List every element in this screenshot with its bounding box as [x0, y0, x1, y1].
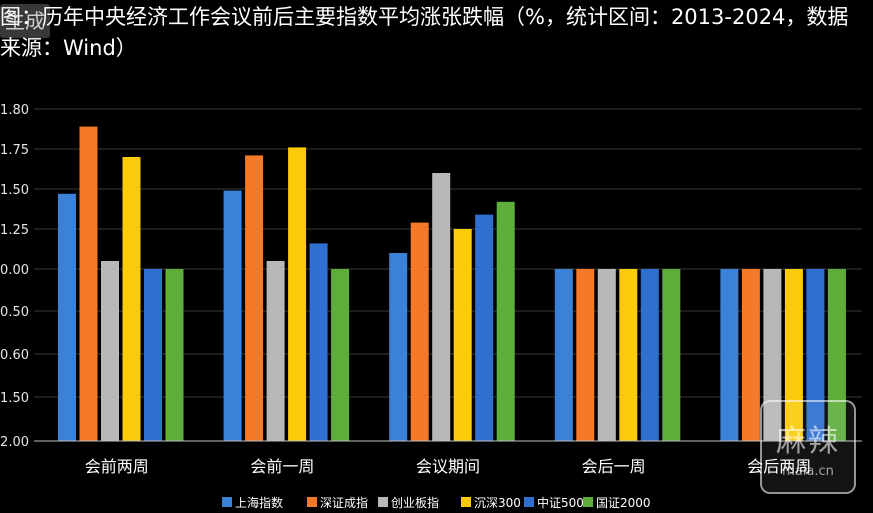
y-tick-label: -0.50	[0, 305, 29, 320]
watermark-logo-domain: mala.cn	[782, 464, 834, 479]
legend-swatch	[583, 497, 593, 507]
y-tick-label: 1.80	[0, 103, 29, 118]
y-tick-label: 1.50	[0, 183, 29, 198]
legend-label: 国证2000	[596, 496, 651, 510]
bar	[619, 269, 638, 441]
bar	[640, 269, 659, 441]
legend-swatch	[307, 497, 317, 507]
bar	[144, 269, 162, 441]
bar	[496, 201, 515, 441]
bar	[576, 269, 595, 441]
y-tick-label: 1.75	[0, 143, 29, 158]
legend-swatch	[222, 497, 232, 507]
x-tick-label: 会后一周	[582, 457, 646, 476]
bar	[597, 269, 616, 441]
bar	[720, 269, 739, 441]
bar	[432, 173, 451, 441]
watermark-logo: 麻辣 mala.cn	[760, 400, 856, 494]
watermark-corner: 生成	[0, 4, 50, 38]
x-tick-label: 会后两周	[747, 457, 811, 476]
legend-label: 上海指数	[235, 495, 283, 510]
y-tick-label: -2.00	[0, 435, 29, 450]
bar	[410, 222, 429, 441]
bar	[389, 253, 408, 441]
bar	[741, 269, 760, 441]
bar	[453, 229, 472, 441]
x-axis: 会前两周 会前一周 会议期间 会后一周 会后两周	[34, 440, 862, 476]
legend-swatch	[378, 497, 388, 507]
bar	[763, 269, 782, 441]
bar	[101, 261, 119, 441]
legend: 上海指数 深证成指 创业板指 沉深300 中证500 国证2000	[222, 495, 651, 510]
y-tick-label: -1.50	[0, 391, 29, 406]
y-tick-label: 1.25	[0, 223, 29, 238]
legend-swatch	[461, 497, 471, 507]
y-tick-label: 0.00	[0, 263, 29, 278]
watermark-logo-text: 麻辣	[776, 424, 840, 459]
bar	[245, 155, 264, 441]
chart-title: 图：历年中央经济工作会议前后主要指数平均涨张跌幅（%，统计区间：2013-202…	[0, 5, 849, 60]
bar	[223, 190, 242, 441]
bar	[165, 269, 184, 441]
bar	[79, 126, 98, 441]
bar	[806, 269, 825, 441]
bar	[288, 147, 307, 441]
bar	[58, 193, 76, 441]
bar	[554, 269, 573, 441]
bar	[662, 269, 681, 441]
y-tick-label: -0.60	[0, 348, 29, 363]
legend-swatch	[524, 497, 534, 507]
legend-label: 创业板指	[391, 495, 439, 510]
legend-label: 沉深300	[474, 496, 521, 510]
bar	[331, 269, 350, 441]
bar	[827, 269, 846, 441]
bar	[475, 214, 494, 441]
legend-label: 中证500	[537, 495, 584, 510]
x-tick-label: 会议期间	[416, 457, 480, 476]
legend-label: 深证成指	[320, 495, 368, 510]
bar	[266, 261, 285, 441]
bar	[122, 157, 141, 441]
bar	[784, 269, 803, 441]
y-axis-tick-labels: 1.80 1.75 1.50 1.25 0.00 -0.50 -0.60 -1.50 -2.00	[0, 103, 29, 450]
x-tick-label: 会前一周	[250, 457, 314, 476]
bar	[309, 243, 328, 441]
bars	[58, 126, 846, 441]
x-tick-label: 会前两周	[85, 457, 149, 476]
